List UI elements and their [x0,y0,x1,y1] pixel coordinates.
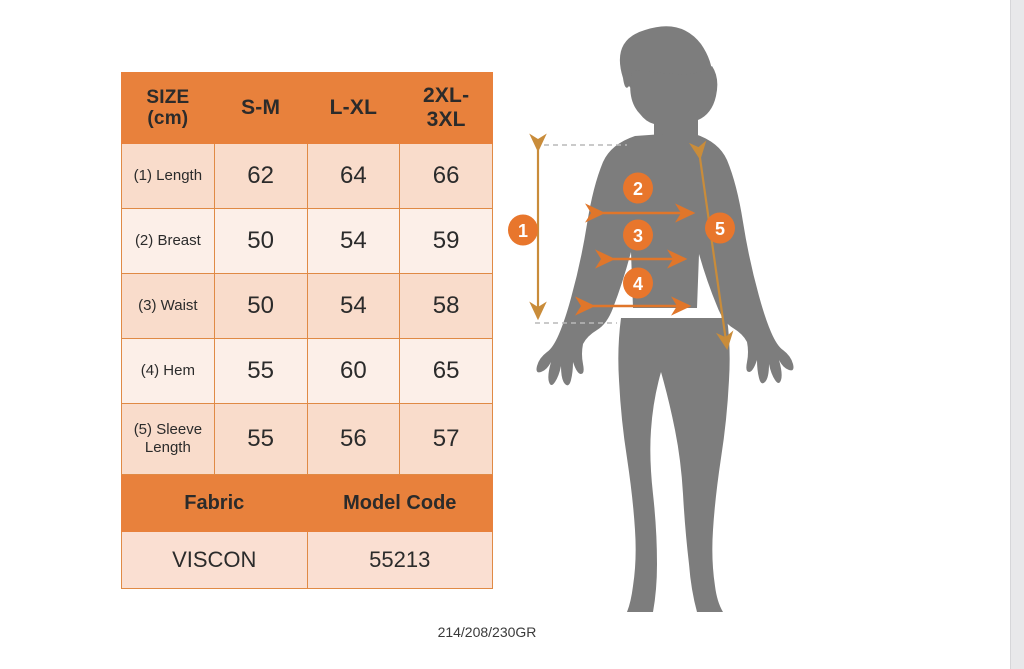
row-label-waist: (3) Waist [121,273,215,339]
header-col-lxl: L-XL [306,72,401,144]
table-footer-value-row: VISCON 55213 [121,531,493,589]
badge-2-label: 2 [633,179,643,199]
cell-length-sm: 62 [213,143,308,209]
cell-hem-sm: 55 [213,338,308,404]
table-row: (1) Length 62 64 66 [121,143,493,209]
badge-1: 1 [508,214,538,246]
female-silhouette-icon [536,26,794,612]
size-chart-table: SIZE (cm) S-M L-XL 2XL- 3XL (1) Length 6… [121,72,493,589]
footer-header-fabric: Fabric [121,474,308,532]
row-label-length: (1) Length [121,143,215,209]
cell-length-2xl3xl: 66 [399,143,493,209]
header-size-line1: SIZE [146,86,190,108]
row-label-sleeve-line1: (5) Sleeve [133,421,203,439]
measure-arrow-sleeve [688,140,734,351]
table-row: (5) Sleeve Length 55 56 57 [121,403,493,475]
row-label-sleeve-length: (5) Sleeve Length [121,403,215,475]
table-row: (2) Breast 50 54 59 [121,208,493,274]
cell-waist-lxl: 54 [306,273,401,339]
table-header-row: SIZE (cm) S-M L-XL 2XL- 3XL [121,72,493,144]
row-label-sleeve-line2: Length [144,439,191,456]
footer-value-fabric: VISCON [121,531,308,589]
header-2xl-line1: 2XL- [422,84,470,108]
badge-4-label: 4 [633,274,643,294]
cell-sleeve-lxl: 56 [306,403,401,475]
cell-hem-2xl3xl: 65 [399,338,493,404]
badge-5-label: 5 [715,219,725,239]
cell-waist-2xl3xl: 58 [399,273,493,339]
cell-breast-2xl3xl: 59 [399,208,493,274]
measurement-figure: 1 2 3 4 5 [505,18,805,628]
cell-length-lxl: 64 [306,143,401,209]
cell-sleeve-2xl3xl: 57 [399,403,493,475]
header-2xl-line2: 3XL [426,108,466,131]
table-footer-header-row: Fabric Model Code [121,474,493,532]
badge-5: 5 [705,212,735,244]
footer-header-model-code: Model Code [306,474,493,532]
badge-4: 4 [623,267,653,299]
length-guide-lines [535,144,627,324]
cell-sleeve-sm: 55 [213,403,308,475]
caption-text: 214/208/230GR [437,624,537,640]
cell-waist-sm: 50 [213,273,308,339]
row-label-hem: (4) Hem [121,338,215,404]
footer-value-model-code: 55213 [306,531,493,589]
badge-1-label: 1 [518,221,528,241]
page-edge-strip [1010,0,1024,669]
row-label-breast: (2) Breast [121,208,215,274]
table-row: (3) Waist 50 54 58 [121,273,493,339]
cell-breast-sm: 50 [213,208,308,274]
bottom-caption: 214/208/230GR [0,624,1010,640]
badge-2: 2 [623,172,653,204]
header-col-2xl-3xl: 2XL- 3XL [399,72,493,144]
cell-hem-lxl: 60 [306,338,401,404]
header-col-sm: S-M [213,72,308,144]
header-size-line2: (cm) [147,108,189,129]
cell-breast-lxl: 54 [306,208,401,274]
measure-badges: 1 2 3 4 5 [508,172,735,299]
badge-3-label: 3 [633,226,643,246]
table-row: (4) Hem 55 60 65 [121,338,493,404]
badge-3: 3 [623,219,653,251]
header-size-cm: SIZE (cm) [121,72,215,144]
